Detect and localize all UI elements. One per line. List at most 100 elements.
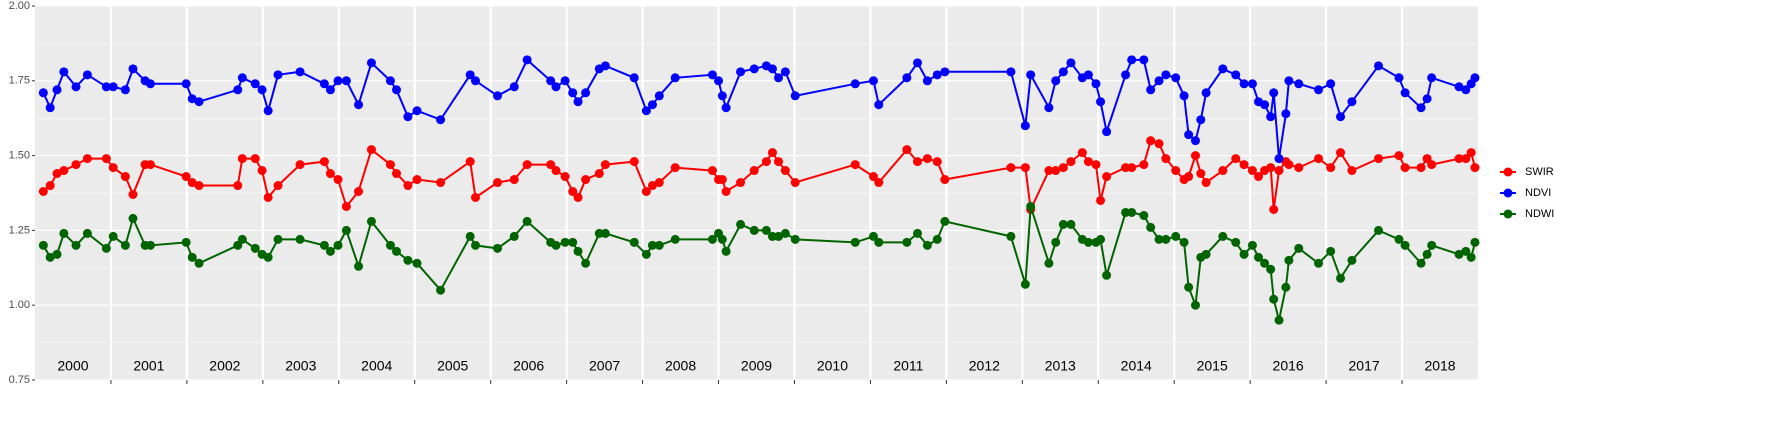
data-point: [1374, 154, 1384, 164]
data-point: [59, 67, 69, 77]
data-point: [341, 201, 351, 211]
x-tick-label: 2010: [817, 358, 848, 374]
data-point: [1247, 240, 1257, 250]
data-point: [295, 160, 305, 170]
data-point: [392, 246, 402, 256]
x-tick-label: 2003: [285, 358, 316, 374]
data-point: [273, 181, 283, 191]
data-point: [717, 175, 727, 185]
data-point: [1347, 97, 1357, 107]
data-point: [670, 163, 680, 173]
data-point: [52, 249, 62, 259]
data-point: [1314, 258, 1324, 268]
data-point: [568, 88, 578, 98]
data-point: [874, 178, 884, 188]
data-point: [1051, 166, 1061, 176]
data-point: [874, 100, 884, 110]
data-point: [1179, 91, 1189, 101]
data-point: [233, 85, 243, 95]
data-point: [868, 172, 878, 182]
data-point: [470, 192, 480, 202]
data-point: [1336, 112, 1346, 122]
data-point: [922, 240, 932, 250]
data-point: [38, 240, 48, 250]
data-point: [717, 234, 727, 244]
data-point: [790, 91, 800, 101]
data-point: [1231, 70, 1241, 80]
data-point: [1247, 79, 1257, 89]
data-point: [1006, 231, 1016, 241]
data-point: [932, 157, 942, 167]
data-point: [1179, 237, 1189, 247]
data-point: [1254, 252, 1264, 262]
data-point: [257, 85, 267, 95]
data-point: [1102, 172, 1112, 182]
data-point: [493, 243, 503, 253]
legend-swatch: [1503, 188, 1513, 198]
data-point: [1416, 103, 1426, 113]
data-point: [325, 85, 335, 95]
data-point: [780, 228, 790, 238]
data-point: [1196, 115, 1206, 125]
data-point: [1051, 76, 1061, 86]
data-point: [509, 82, 519, 92]
data-point: [108, 82, 118, 92]
data-point: [1102, 127, 1112, 137]
data-point: [1416, 163, 1426, 173]
y-tick-label: 0.75: [9, 374, 30, 386]
data-point: [1427, 240, 1437, 250]
x-tick-label: 2000: [57, 358, 88, 374]
data-point: [551, 82, 561, 92]
plot-area: [38, 55, 1480, 325]
y-tick-label: 2.00: [9, 0, 30, 12]
data-point: [250, 79, 260, 89]
data-point: [1461, 246, 1471, 256]
data-point: [850, 160, 860, 170]
x-tick-label: 2013: [1045, 358, 1076, 374]
data-point: [1347, 255, 1357, 265]
data-point: [913, 157, 923, 167]
data-point: [333, 175, 343, 185]
data-point: [1190, 300, 1200, 310]
data-point: [59, 228, 69, 238]
data-point: [1184, 282, 1194, 292]
data-point: [654, 178, 664, 188]
data-point: [1058, 219, 1068, 229]
data-point: [774, 231, 784, 241]
data-point: [721, 187, 731, 197]
data-point: [52, 85, 62, 95]
x-tick-label: 2006: [513, 358, 544, 374]
data-point: [736, 219, 746, 229]
data-point: [670, 73, 680, 83]
data-point: [1139, 160, 1149, 170]
data-point: [1083, 70, 1093, 80]
data-point: [237, 234, 247, 244]
data-point: [717, 91, 727, 101]
data-point: [940, 67, 950, 77]
data-point: [641, 249, 651, 259]
data-point: [45, 103, 55, 113]
data-point: [1284, 160, 1294, 170]
data-point: [1171, 73, 1181, 83]
data-point: [736, 178, 746, 188]
data-point: [1083, 237, 1093, 247]
data-point: [1422, 249, 1432, 259]
data-point: [647, 240, 657, 250]
data-point: [45, 181, 55, 191]
data-point: [385, 76, 395, 86]
data-point: [354, 187, 364, 197]
data-point: [250, 243, 260, 253]
data-point: [581, 175, 591, 185]
data-point: [1201, 178, 1211, 188]
data-point: [263, 106, 273, 116]
data-point: [1154, 234, 1164, 244]
data-point: [1239, 249, 1249, 259]
data-point: [194, 181, 204, 191]
data-point: [319, 157, 329, 167]
data-point: [654, 240, 664, 250]
data-point: [493, 91, 503, 101]
data-point: [522, 216, 532, 226]
data-point: [403, 112, 413, 122]
data-point: [436, 115, 446, 125]
data-point: [187, 252, 197, 262]
